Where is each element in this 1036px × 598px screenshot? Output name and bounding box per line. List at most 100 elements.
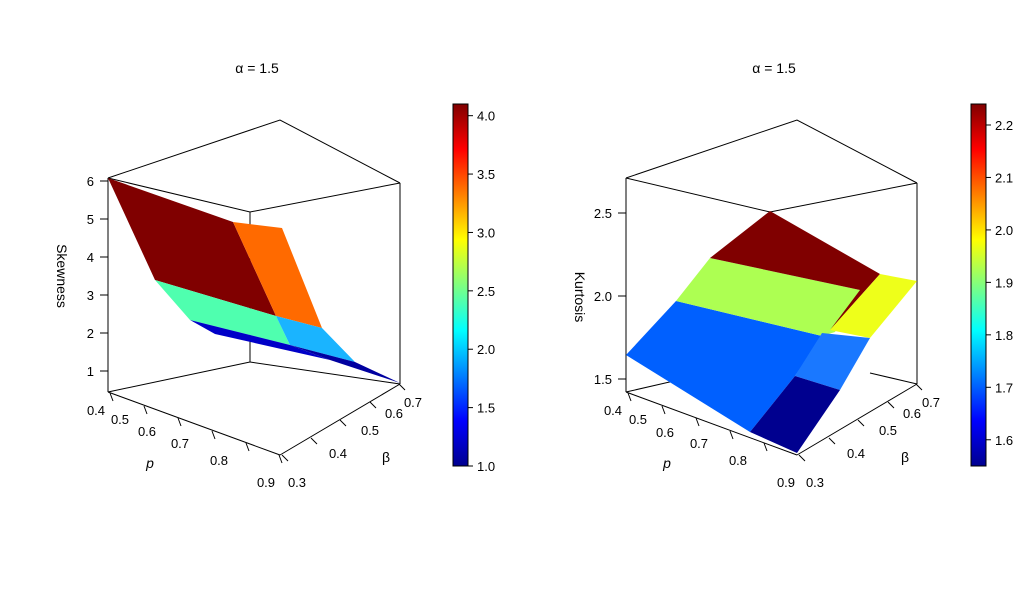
kurtosis-beta-tick-label: 0.6 — [903, 406, 921, 421]
colorbar-tick-label: 1.0 — [477, 459, 495, 474]
skewness-p-label: p — [145, 455, 154, 471]
skewness-beta-label: β — [382, 449, 390, 465]
skewness-p-tick-label: 0.7 — [171, 436, 189, 451]
skewness-p-axis: 0.4 0.5 0.6 0.7 0.8 0.9 p — [87, 392, 283, 490]
skewness-colorbar-gradient — [452, 103, 469, 467]
skewness-beta-tick — [310, 437, 318, 445]
skewness-box-floor-right — [249, 361, 401, 385]
kurtosis-p-tick-label: 0.7 — [690, 436, 708, 451]
skewness-facet-5 — [190, 320, 330, 360]
kurtosis-p-tick-label: 0.6 — [656, 425, 674, 440]
kurtosis-beta-tick-label: 0.4 — [847, 446, 865, 461]
skewness-p-tick-label: 0.5 — [111, 412, 129, 427]
kurtosis-colorbar: 1.6 1.7 1.8 1.9 2.0 2.1 2.2 — [970, 103, 1013, 467]
colorbar-tick-label: 1.6 — [995, 433, 1013, 448]
kurtosis-box-top-back — [625, 119, 918, 184]
kurtosis-p-tick — [661, 405, 666, 415]
skewness-beta-tick — [339, 419, 347, 427]
skewness-title: α = 1.5 — [235, 60, 279, 76]
skewness-z-axis: 6 5 4 3 2 1 Skewness — [54, 174, 108, 379]
kurtosis-p-tick-label: 0.8 — [729, 453, 747, 468]
skewness-p-tick — [211, 430, 216, 440]
skewness-z-tick-label: 5 — [87, 212, 94, 227]
skewness-z-tick-label: 2 — [87, 326, 94, 341]
kurtosis-facet-5 — [795, 333, 870, 390]
colorbar-tick-label: 2.0 — [995, 223, 1013, 238]
kurtosis-colorbar-ticks: 1.6 1.7 1.8 1.9 2.0 2.1 2.2 — [986, 118, 1013, 448]
kurtosis-beta-tick — [857, 419, 865, 427]
kurtosis-facet-2 — [676, 258, 860, 336]
skewness-p-tick-label: 0.9 — [257, 475, 275, 490]
kurtosis-beta-tick — [828, 437, 836, 445]
colorbar-tick-label: 2.5 — [477, 284, 495, 299]
kurtosis-facet-1 — [626, 301, 822, 432]
kurtosis-p-label: p — [662, 455, 671, 471]
kurtosis-box-floor-right — [869, 372, 918, 385]
kurtosis-z-axis: 2.5 2.0 1.5 Kurtosis — [572, 206, 626, 387]
colorbar-tick-label: 2.1 — [995, 170, 1013, 185]
kurtosis-z-tick-label: 1.5 — [594, 372, 612, 387]
colorbar-tick-label: 3.0 — [477, 225, 495, 240]
kurtosis-z-tick-label: 2.5 — [594, 206, 612, 221]
skewness-beta-tick-label: 0.7 — [404, 395, 422, 410]
skewness-facet-1 — [108, 178, 276, 316]
skewness-surface — [108, 178, 400, 383]
kurtosis-p-tick-label: 0.9 — [777, 475, 795, 490]
skewness-colorbar-ticks: 1.0 1.5 2.0 2.5 3.0 3.5 4.0 — [468, 109, 495, 474]
skewness-z-tick-label: 3 — [87, 288, 94, 303]
skewness-p-tick — [177, 417, 182, 427]
kurtosis-box-top-front — [625, 177, 918, 213]
kurtosis-beta-tick-label: 0.7 — [922, 395, 940, 410]
skewness-p-tick — [245, 442, 250, 452]
colorbar-tick-label: 4.0 — [477, 109, 495, 124]
skewness-box-floor-front — [107, 391, 281, 456]
kurtosis-beta-tick-label: 0.5 — [879, 423, 897, 438]
kurtosis-p-tick — [763, 442, 768, 452]
kurtosis-title: α = 1.5 — [752, 60, 796, 76]
skewness-beta-tick-label: 0.3 — [288, 475, 306, 490]
kurtosis-p-tick — [729, 430, 734, 440]
kurtosis-beta-tick — [798, 454, 806, 462]
skewness-z-label: Skewness — [54, 244, 70, 308]
colorbar-tick-label: 1.8 — [995, 328, 1013, 343]
skewness-p-tick — [109, 392, 114, 402]
kurtosis-p-axis: 0.4 0.5 0.6 0.7 0.8 0.9 p — [604, 392, 795, 490]
skewness-beta-tick — [369, 401, 377, 409]
colorbar-tick-label: 1.7 — [995, 380, 1013, 395]
kurtosis-box-floor-front-right — [796, 383, 918, 456]
kurtosis-p-tick-label: 0.4 — [604, 403, 622, 418]
skewness-facet-6 — [290, 345, 400, 383]
kurtosis-beta-tick-label: 0.3 — [806, 475, 824, 490]
skewness-box-floor-back — [107, 361, 251, 393]
kurtosis-z-tick-label: 2.0 — [594, 289, 612, 304]
skewness-z-tick-label: 1 — [87, 364, 94, 379]
skewness-beta-axis: 0.3 0.4 0.5 0.6 0.7 β — [281, 383, 422, 490]
kurtosis-surface — [626, 211, 917, 453]
skewness-p-tick — [278, 454, 283, 464]
skewness-facet-2 — [233, 222, 322, 328]
skewness-p-tick-label: 0.8 — [210, 453, 228, 468]
kurtosis-beta-tick — [915, 383, 923, 391]
kurtosis-beta-label: β — [901, 449, 909, 465]
kurtosis-p-tick — [627, 392, 632, 402]
kurtosis-z-label: Kurtosis — [572, 272, 588, 323]
skewness-facet-3 — [155, 280, 290, 345]
skewness-p-tick — [143, 405, 148, 415]
kurtosis-p-tick-label: 0.5 — [629, 412, 647, 427]
skewness-box-floor-front-right — [279, 383, 401, 456]
colorbar-tick-label: 3.5 — [477, 167, 495, 182]
kurtosis-facet-6 — [750, 376, 840, 453]
colorbar-tick-label: 1.5 — [477, 401, 495, 416]
kurtosis-beta-tick — [887, 401, 895, 409]
colorbar-tick-label: 2.0 — [477, 342, 495, 357]
kurtosis-facet-4 — [830, 274, 917, 338]
skewness-z-tick-label: 4 — [87, 250, 94, 265]
kurtosis-facet-3 — [710, 211, 880, 330]
skewness-p-tick-label: 0.6 — [138, 424, 156, 439]
skewness-z-tick-label: 6 — [87, 174, 94, 189]
colorbar-tick-label: 2.2 — [995, 118, 1013, 133]
skewness-p-tick-label: 0.4 — [87, 403, 105, 418]
skewness-beta-tick-label: 0.5 — [361, 423, 379, 438]
kurtosis-p-tick — [695, 417, 700, 427]
